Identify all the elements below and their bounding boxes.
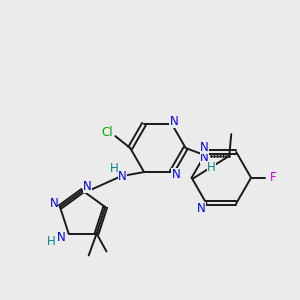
Text: N: N xyxy=(200,152,209,164)
Text: N: N xyxy=(50,196,58,210)
Text: N: N xyxy=(197,202,206,215)
Text: N: N xyxy=(200,140,209,154)
Text: N: N xyxy=(57,231,66,244)
Text: H: H xyxy=(110,162,119,175)
Text: N: N xyxy=(171,167,180,181)
Text: N: N xyxy=(83,180,92,193)
Text: H: H xyxy=(46,235,55,248)
Text: F: F xyxy=(269,171,276,184)
Text: Cl: Cl xyxy=(102,126,113,139)
Text: N: N xyxy=(118,170,127,184)
Text: H: H xyxy=(207,161,216,174)
Text: N: N xyxy=(169,115,178,128)
